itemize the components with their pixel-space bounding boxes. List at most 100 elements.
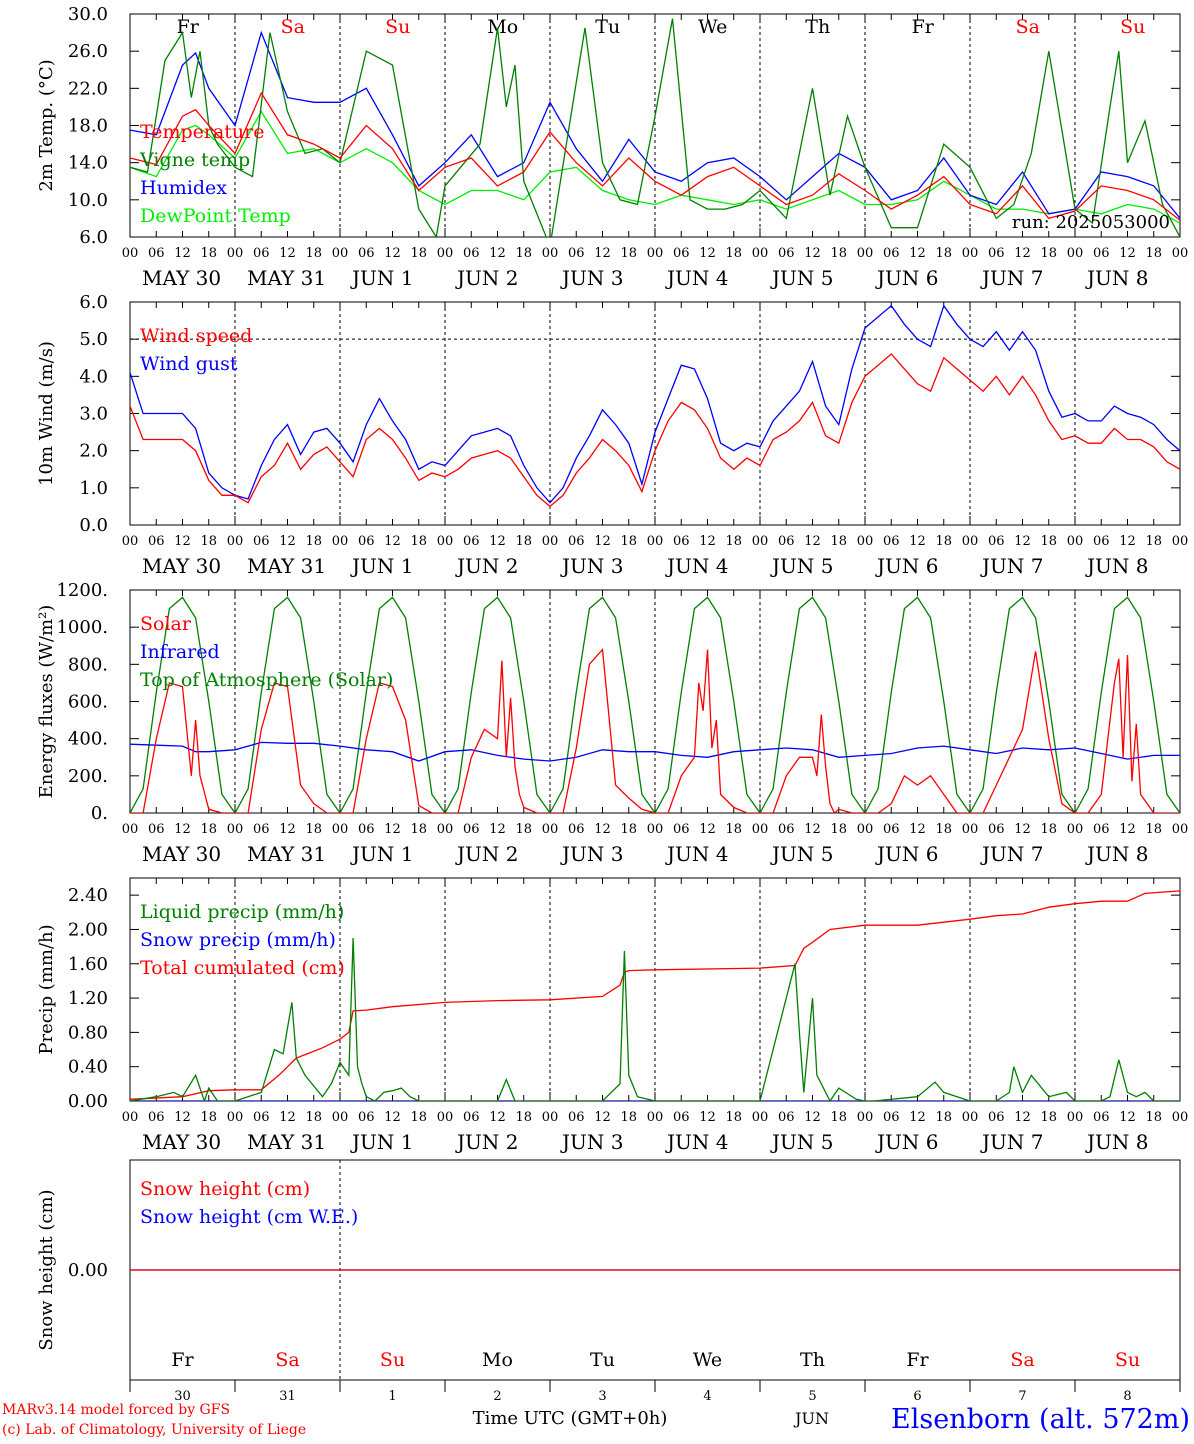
hour-tick-label: 06 bbox=[253, 822, 270, 837]
day-number-label: 31 bbox=[279, 1389, 296, 1404]
hour-tick-label: 12 bbox=[804, 822, 821, 837]
date-label: JUN 3 bbox=[560, 1130, 623, 1154]
date-label: JUN 4 bbox=[665, 842, 728, 866]
hour-tick-label: 18 bbox=[935, 1110, 952, 1125]
hour-tick-label: 06 bbox=[568, 1110, 585, 1125]
hour-tick-label: 06 bbox=[883, 246, 900, 261]
hour-tick-label: 06 bbox=[673, 534, 690, 549]
date-label: JUN 6 bbox=[875, 842, 938, 866]
day-name-label: Mo bbox=[482, 1349, 513, 1371]
day-number-label: 1 bbox=[388, 1389, 396, 1404]
hour-tick-label: 18 bbox=[935, 246, 952, 261]
hour-tick-label: 06 bbox=[358, 822, 375, 837]
hour-tick-label: 18 bbox=[200, 534, 217, 549]
day-name-label: Sa bbox=[275, 1349, 299, 1371]
hour-tick-label: 18 bbox=[830, 1110, 847, 1125]
hour-tick-label: 12 bbox=[804, 246, 821, 261]
legend-entry: Infrared bbox=[140, 641, 220, 663]
hour-tick-label: 12 bbox=[909, 246, 926, 261]
hour-tick-label: 12 bbox=[699, 534, 716, 549]
hour-tick-label: 06 bbox=[883, 1110, 900, 1125]
legend-entry: Humidex bbox=[140, 177, 227, 199]
hour-tick-label: 00 bbox=[542, 1110, 559, 1125]
y-tick-label: 2.00 bbox=[68, 919, 108, 940]
day-name-label: Tu bbox=[590, 1349, 615, 1371]
panels: 00 06 12 18 00 06 12 18 00 06 12 18 00 06 12 18 00 06 12 18… bbox=[36, 4, 1188, 1404]
hour-tick-label: 12 bbox=[384, 246, 401, 261]
date-label: MAY 30 bbox=[142, 554, 221, 578]
hour-tick-label: 00 bbox=[122, 534, 139, 549]
hour-tick-label: 06 bbox=[463, 534, 480, 549]
date-label: JUN 5 bbox=[770, 554, 833, 578]
hour-tick-label: 06 bbox=[988, 1110, 1005, 1125]
hour-tick-label: 12 bbox=[1119, 246, 1136, 261]
date-label: JUN 1 bbox=[350, 554, 413, 578]
y-tick-label: 800. bbox=[68, 654, 108, 675]
hour-tick-label: 12 bbox=[594, 1110, 611, 1125]
hour-tick-label: 00 bbox=[437, 822, 454, 837]
hour-tick-label: 18 bbox=[1145, 246, 1162, 261]
hour-tick-label: 12 bbox=[1119, 534, 1136, 549]
legend-entry: Total cumulated (cm) bbox=[140, 957, 345, 979]
day-name-label: Tu bbox=[595, 16, 620, 38]
hour-tick-label: 00 bbox=[332, 822, 349, 837]
hour-tick-label: 12 bbox=[594, 534, 611, 549]
hour-tick-label: 00 bbox=[647, 822, 664, 837]
date-label: JUN 3 bbox=[560, 266, 623, 290]
hour-tick-label: 00 bbox=[962, 246, 979, 261]
hour-tick-label: 00 bbox=[332, 1110, 349, 1125]
day-number-label: 3 bbox=[598, 1389, 606, 1404]
date-label: JUN 2 bbox=[455, 554, 518, 578]
hour-tick-label: 18 bbox=[1145, 1110, 1162, 1125]
legend-entry: Vigne temp bbox=[139, 149, 250, 171]
hour-tick-label: 00 bbox=[122, 1110, 139, 1125]
legend-entry: Snow height (cm W.E.) bbox=[140, 1206, 358, 1228]
legend-entry: Snow height (cm) bbox=[140, 1178, 310, 1200]
y-tick-label: 1.0 bbox=[79, 478, 108, 499]
series-line-1 bbox=[130, 91, 1180, 221]
y-tick-label: 6.0 bbox=[79, 227, 108, 248]
date-label: MAY 31 bbox=[247, 554, 326, 578]
hour-tick-label: 00 bbox=[962, 1110, 979, 1125]
day-name-label: Fr bbox=[177, 16, 200, 38]
series-line-1 bbox=[130, 353, 1180, 508]
hour-tick-label: 06 bbox=[1093, 822, 1110, 837]
y-tick-label: 2.0 bbox=[79, 441, 108, 462]
day-name-label: We bbox=[693, 1349, 722, 1371]
hour-tick-label: 06 bbox=[148, 1110, 165, 1125]
y-tick-label: 2.40 bbox=[68, 885, 108, 906]
day-name-label: Fr bbox=[906, 1349, 929, 1371]
hour-tick-label: 12 bbox=[279, 534, 296, 549]
hour-tick-label: 18 bbox=[935, 822, 952, 837]
hour-tick-label: 00 bbox=[437, 1110, 454, 1125]
hour-tick-label: 06 bbox=[988, 822, 1005, 837]
legend-entry: Temperature bbox=[140, 121, 264, 143]
hour-tick-label: 12 bbox=[909, 1110, 926, 1125]
hour-tick-label: 06 bbox=[673, 1110, 690, 1125]
hour-tick-label: 12 bbox=[699, 246, 716, 261]
hour-tick-label: 18 bbox=[1145, 534, 1162, 549]
hour-tick-label: 12 bbox=[279, 1110, 296, 1125]
y-tick-label: 22.0 bbox=[68, 78, 108, 99]
y-tick-label: 1200. bbox=[56, 580, 108, 601]
date-label: JUN 7 bbox=[980, 554, 1043, 578]
date-label: JUN 8 bbox=[1085, 1130, 1148, 1154]
series-line-1 bbox=[130, 647, 1180, 813]
date-label: JUN 1 bbox=[350, 842, 413, 866]
series-line-1 bbox=[130, 937, 1180, 1101]
hour-tick-label: 18 bbox=[305, 822, 322, 837]
hour-tick-label: 06 bbox=[1093, 246, 1110, 261]
hour-tick-label: 00 bbox=[437, 246, 454, 261]
hour-tick-label: 06 bbox=[358, 1110, 375, 1125]
hour-tick-label: 12 bbox=[1119, 1110, 1136, 1125]
day-name-label: Th bbox=[800, 1349, 825, 1371]
footer: MARv3.14 model forced by GFS (c) Lab. of… bbox=[2, 1402, 1190, 1438]
day-number-label: 5 bbox=[808, 1389, 816, 1404]
hour-tick-label: 06 bbox=[463, 246, 480, 261]
hour-tick-label: 00 bbox=[122, 822, 139, 837]
y-tick-label: 5.0 bbox=[79, 329, 108, 350]
hour-tick-label: 00 bbox=[437, 534, 454, 549]
plot-frame bbox=[129, 589, 1181, 814]
hour-tick-label: 00 bbox=[962, 822, 979, 837]
